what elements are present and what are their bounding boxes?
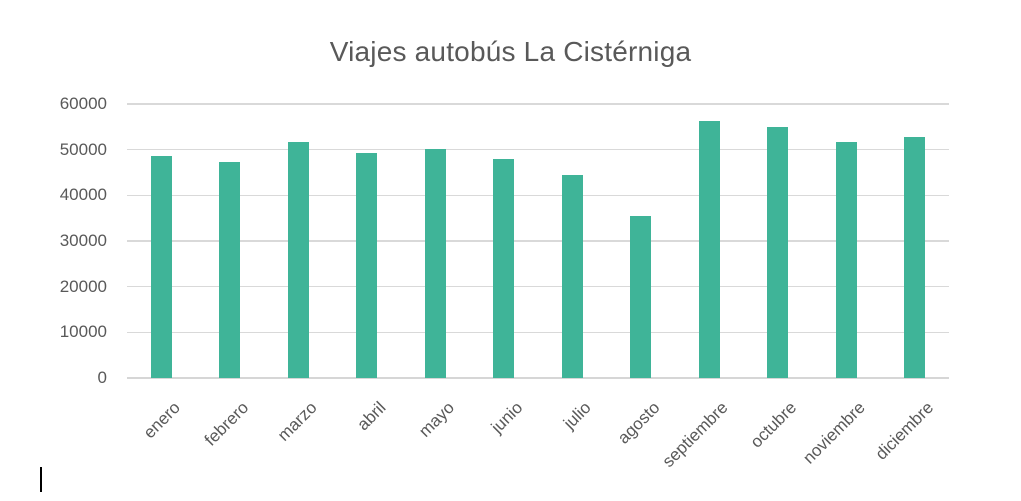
y-label-10000: 10000 bbox=[59, 322, 107, 342]
x-label-febrero: febrero bbox=[200, 398, 253, 450]
gridline-60000 bbox=[127, 103, 949, 105]
gridline-50000 bbox=[127, 148, 949, 151]
bar-febrero bbox=[219, 161, 241, 378]
gridline-40000 bbox=[127, 194, 949, 197]
x-label-noviembre: noviembre bbox=[799, 398, 869, 468]
bar-enero bbox=[150, 155, 172, 378]
gridline-20000 bbox=[127, 285, 949, 288]
y-label-0: 0 bbox=[97, 368, 107, 387]
bar-octubre bbox=[767, 126, 789, 378]
bar-julio bbox=[561, 175, 583, 378]
gridline-30000 bbox=[127, 240, 949, 242]
y-label-60000: 60000 bbox=[59, 94, 107, 113]
bar-mayo bbox=[424, 148, 446, 378]
chart-title: Viajes autobús La Cistérniga bbox=[329, 36, 692, 67]
x-label-julio: julio bbox=[559, 398, 595, 433]
x-label-diciembre: diciembre bbox=[871, 398, 938, 464]
bar-marzo bbox=[287, 141, 309, 378]
bar-noviembre bbox=[835, 141, 857, 378]
y-label-20000: 20000 bbox=[59, 276, 107, 296]
x-label-octubre: octubre bbox=[746, 398, 801, 452]
bar-agosto bbox=[630, 216, 652, 378]
x-label-marzo: marzo bbox=[273, 398, 321, 445]
x-label-agosto: agosto bbox=[613, 398, 664, 448]
x-label-enero: enero bbox=[139, 398, 184, 443]
y-label-40000: 40000 bbox=[59, 185, 107, 205]
x-label-septiembre: septiembre bbox=[658, 398, 732, 471]
x-label-mayo: mayo bbox=[414, 398, 458, 441]
bar-abril bbox=[356, 152, 378, 378]
y-label-30000: 30000 bbox=[59, 231, 107, 250]
x-label-junio: junio bbox=[487, 398, 527, 437]
bar-diciembre bbox=[904, 137, 926, 378]
plot-area bbox=[127, 103, 949, 379]
text-cursor bbox=[40, 467, 42, 492]
bar-septiembre bbox=[698, 120, 720, 378]
x-label-abril: abril bbox=[353, 398, 390, 435]
x-axis-line bbox=[127, 377, 949, 379]
gridline-10000 bbox=[127, 331, 949, 334]
bar-junio bbox=[493, 158, 515, 378]
y-label-50000: 50000 bbox=[59, 139, 107, 159]
